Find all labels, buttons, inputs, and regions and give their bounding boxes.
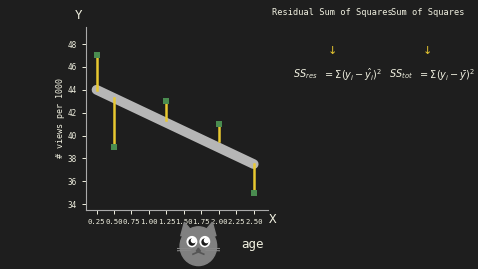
Text: X: X: [269, 213, 277, 226]
Polygon shape: [204, 222, 216, 236]
Text: ↓: ↓: [423, 46, 433, 56]
Text: $SS_{tot}$: $SS_{tot}$: [390, 67, 413, 81]
Circle shape: [202, 239, 207, 245]
Text: $SS_{res}$: $SS_{res}$: [293, 67, 318, 81]
Text: Sum of Squares: Sum of Squares: [391, 8, 465, 17]
Text: Residual Sum of Squares: Residual Sum of Squares: [272, 8, 392, 17]
Text: Y: Y: [75, 9, 83, 22]
Polygon shape: [181, 222, 193, 236]
Circle shape: [200, 237, 209, 247]
Text: age: age: [241, 238, 264, 251]
Text: ↓: ↓: [327, 46, 337, 56]
Text: $= \Sigma(y_i - \bar{y})^2$: $= \Sigma(y_i - \bar{y})^2$: [418, 67, 475, 83]
Polygon shape: [196, 248, 201, 251]
Circle shape: [187, 237, 196, 247]
Circle shape: [189, 239, 195, 245]
Text: $= \Sigma(y_i - \hat{y}_i)^2$: $= \Sigma(y_i - \hat{y}_i)^2$: [323, 67, 382, 83]
Circle shape: [180, 227, 217, 266]
Y-axis label: # views per 1000: # views per 1000: [56, 78, 65, 158]
